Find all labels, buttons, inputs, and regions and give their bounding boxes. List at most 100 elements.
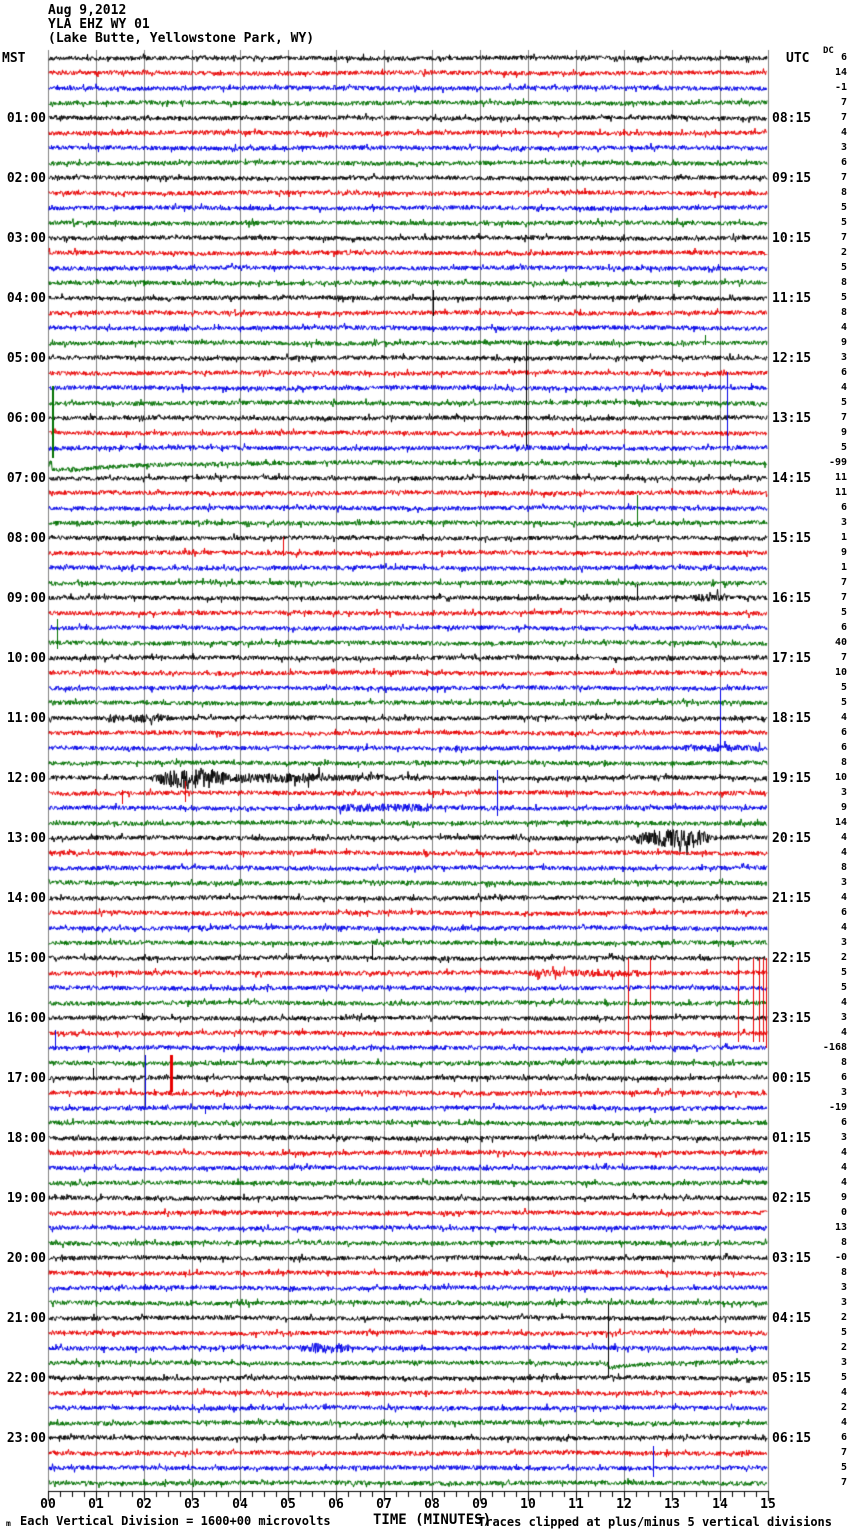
dc-value: 5 — [840, 442, 847, 453]
dc-value: 5 — [840, 1462, 847, 1473]
dc-value: 3 — [840, 877, 847, 888]
dc-value: 4 — [840, 997, 847, 1008]
dc-value: 4 — [840, 832, 847, 843]
dc-value: 5 — [840, 262, 847, 273]
dc-value: 3 — [840, 142, 847, 153]
dc-value: 6 — [840, 742, 847, 753]
dc-value: 7 — [840, 412, 847, 423]
dc-value: 5 — [840, 1372, 847, 1383]
utc-hour-label: 10:15 — [772, 231, 812, 246]
utc-hour-label: 18:15 — [772, 711, 812, 726]
dc-value: 8 — [840, 1237, 847, 1248]
dc-value: 6 — [840, 907, 847, 918]
dc-value: 2 — [840, 1312, 847, 1323]
title-date: Aug 9,2012 — [48, 3, 127, 18]
dc-value: 5 — [840, 292, 847, 303]
dc-value: 5 — [840, 682, 847, 693]
dc-value: 3 — [840, 1132, 847, 1143]
mst-hour-label: 02:00 — [6, 171, 46, 186]
utc-hour-label: 08:15 — [772, 111, 812, 126]
dc-value: 5 — [840, 202, 847, 213]
mst-hour-label: 23:00 — [6, 1431, 46, 1446]
mst-hour-label: 11:00 — [6, 711, 46, 726]
dc-value: 1 — [840, 562, 847, 573]
dc-value: 4 — [840, 1177, 847, 1188]
utc-hour-label: 09:15 — [772, 171, 812, 186]
utc-hour-label: 02:15 — [772, 1191, 812, 1206]
mst-hour-label: 19:00 — [6, 1191, 46, 1206]
x-axis-tick-label: 06 — [328, 1497, 344, 1512]
dc-value: 8 — [840, 757, 847, 768]
dc-value: 9 — [840, 547, 847, 558]
dc-value: 3 — [840, 1012, 847, 1023]
dc-column-header: DC — [823, 46, 834, 56]
utc-hour-label: 00:15 — [772, 1071, 812, 1086]
dc-value: 8 — [840, 1267, 847, 1278]
clip-note: Traces clipped at plus/minus 5 vertical … — [478, 1515, 833, 1529]
dc-value: 4 — [840, 922, 847, 933]
dc-value: 4 — [840, 1162, 847, 1173]
mst-hour-label: 20:00 — [6, 1251, 46, 1266]
dc-value: 4 — [840, 1417, 847, 1428]
dc-value: 10 — [834, 667, 847, 678]
dc-value: 5 — [840, 397, 847, 408]
utc-hour-label: 20:15 — [772, 831, 812, 846]
utc-hour-label: 16:15 — [772, 591, 812, 606]
mst-hour-label: 01:00 — [6, 111, 46, 126]
x-axis-tick-label: 00 — [40, 1497, 56, 1512]
dc-value: 7 — [840, 172, 847, 183]
dc-value: 5 — [840, 607, 847, 618]
dc-value: 8 — [840, 862, 847, 873]
mst-hour-label: 21:00 — [6, 1311, 46, 1326]
dc-value: -168 — [822, 1042, 847, 1053]
dc-value: 40 — [834, 637, 847, 648]
utc-hour-label: 11:15 — [772, 291, 812, 306]
utc-hour-label: 06:15 — [772, 1431, 812, 1446]
dc-value: 6 — [840, 1432, 847, 1443]
dc-value: 3 — [840, 937, 847, 948]
dc-value: 7 — [840, 577, 847, 588]
dc-value: 4 — [840, 1147, 847, 1158]
x-axis-tick-label: 09 — [472, 1497, 488, 1512]
mst-hour-label: 07:00 — [6, 471, 46, 486]
mst-hour-label: 04:00 — [6, 291, 46, 306]
dc-value: 4 — [840, 712, 847, 723]
mst-hour-label: 05:00 — [6, 351, 46, 366]
dc-value: 8 — [840, 307, 847, 318]
dc-value: 10 — [834, 772, 847, 783]
dc-value: 11 — [834, 487, 847, 498]
dc-value: 5 — [840, 967, 847, 978]
dc-value: 6 — [840, 157, 847, 168]
dc-value: 14 — [834, 67, 847, 78]
dc-value: 3 — [840, 1282, 847, 1293]
dc-value: 2 — [840, 952, 847, 963]
x-axis-tick-label: 15 — [760, 1497, 776, 1512]
dc-value: 2 — [840, 1342, 847, 1353]
x-axis-tick-label: 04 — [232, 1497, 248, 1512]
corner-mark: m — [6, 1519, 11, 1528]
mst-hour-label: 16:00 — [6, 1011, 46, 1026]
mst-hour-label: 06:00 — [6, 411, 46, 426]
mst-hour-label: 03:00 — [6, 231, 46, 246]
dc-value: 2 — [840, 1402, 847, 1413]
x-axis-tick-label: 08 — [424, 1497, 440, 1512]
dc-value: 6 — [840, 1117, 847, 1128]
dc-value: -99 — [828, 457, 847, 468]
dc-value: 4 — [840, 892, 847, 903]
x-axis-title: TIME (MINUTES) — [373, 1512, 492, 1528]
x-axis-tick-label: 07 — [376, 1497, 392, 1512]
title-location: (Lake Butte, Yellowstone Park, WY) — [48, 31, 315, 46]
dc-value: 6 — [840, 367, 847, 378]
dc-value: 2 — [840, 247, 847, 258]
mst-hour-label: 14:00 — [6, 891, 46, 906]
utc-hour-label: 19:15 — [772, 771, 812, 786]
scale-note: Each Vertical Division = 1600+00 microvo… — [20, 1514, 331, 1528]
dc-value: 6 — [840, 502, 847, 513]
utc-hour-label: 13:15 — [772, 411, 812, 426]
utc-hour-label: 17:15 — [772, 651, 812, 666]
dc-value: 9 — [840, 802, 847, 813]
mst-hour-label: 13:00 — [6, 831, 46, 846]
dc-value: 4 — [840, 127, 847, 138]
